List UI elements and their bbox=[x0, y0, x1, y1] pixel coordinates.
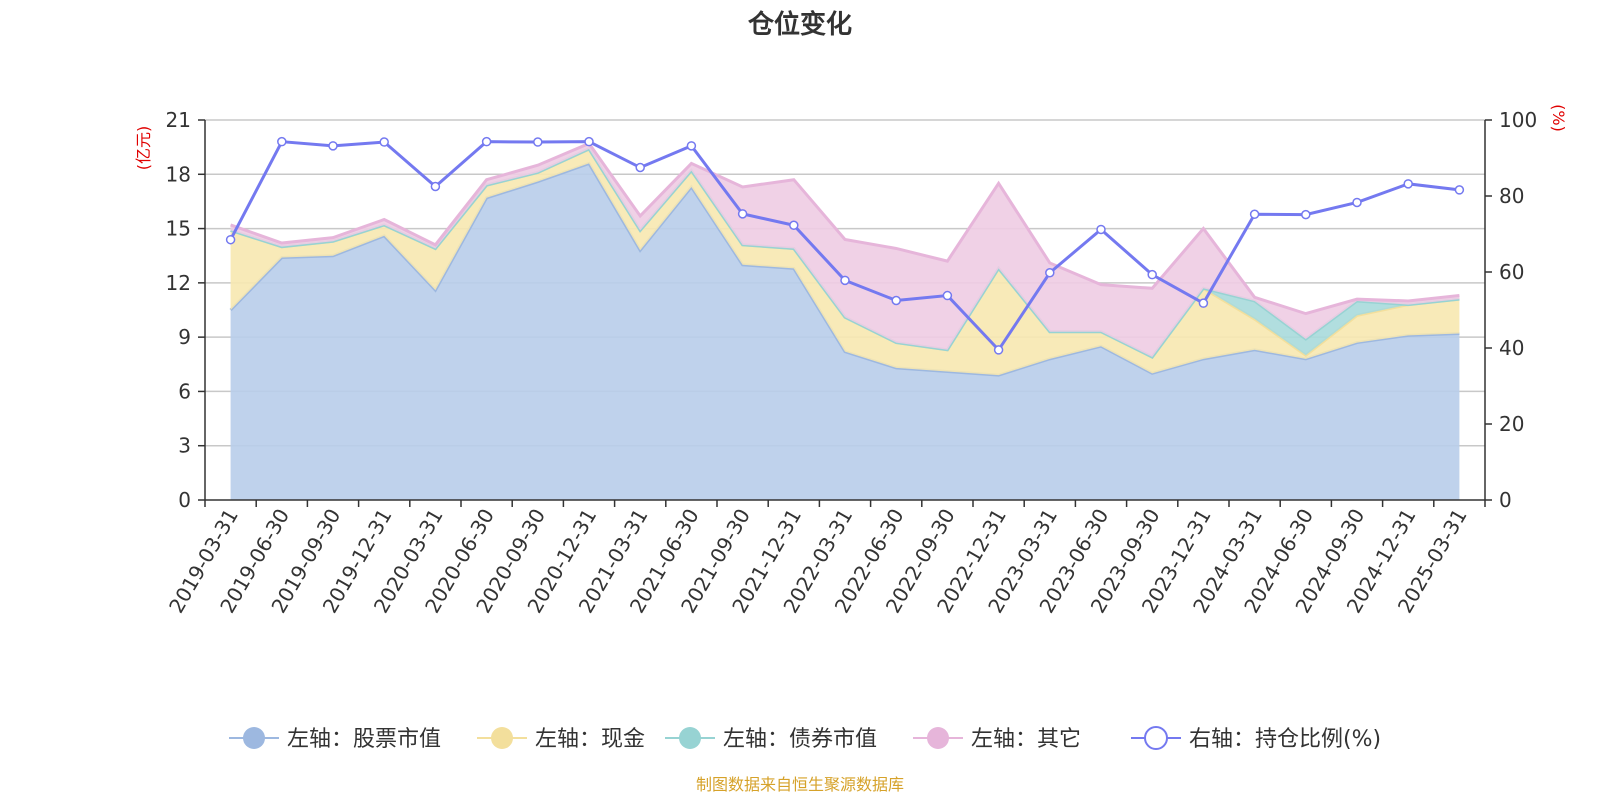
legend-item[interactable]: 左轴：债券市值 bbox=[665, 727, 877, 752]
data-source-note: 制图数据来自恒生聚源数据库 bbox=[696, 775, 904, 794]
ratio-point[interactable] bbox=[993, 345, 1004, 355]
stacked-areas bbox=[229, 141, 1460, 500]
ratio-point[interactable] bbox=[1352, 197, 1362, 208]
ratio-point[interactable] bbox=[942, 290, 953, 301]
ratio-point[interactable] bbox=[277, 136, 287, 147]
ratio-point[interactable] bbox=[840, 275, 850, 286]
left-tick-label: 21 bbox=[166, 108, 191, 132]
ratio-point[interactable] bbox=[481, 136, 492, 147]
legend: 左轴：股票市值 左轴：现金 左轴：债券市值 左轴：其它 右轴：持仓比例(%) bbox=[229, 726, 1381, 752]
area-f3df9c bbox=[230, 148, 1460, 376]
legend-marker bbox=[491, 727, 513, 749]
area-e6b5da bbox=[230, 143, 1460, 358]
ratio-point[interactable] bbox=[737, 209, 748, 219]
ratio-point[interactable] bbox=[635, 162, 645, 173]
legend-label: 左轴：现金 bbox=[535, 727, 645, 752]
right-tick-label: 60 bbox=[1499, 260, 1524, 284]
legend-item[interactable]: 右轴：持仓比例(%) bbox=[1131, 726, 1381, 752]
ratio-point[interactable] bbox=[686, 141, 697, 151]
ratio-point[interactable] bbox=[1249, 209, 1260, 219]
area-top-line bbox=[230, 141, 1460, 316]
left-tick-label: 3 bbox=[178, 434, 191, 458]
left-tick-label: 9 bbox=[178, 325, 191, 349]
right-axis-unit: (%) bbox=[1549, 104, 1568, 132]
ratio-point[interactable] bbox=[789, 220, 799, 231]
ratio-point[interactable] bbox=[225, 234, 236, 245]
right-tick-label: 40 bbox=[1499, 336, 1524, 360]
ratio-point[interactable] bbox=[430, 181, 441, 192]
left-tick-label: 0 bbox=[178, 488, 191, 512]
ratio-point[interactable] bbox=[1096, 224, 1106, 235]
ratio-point[interactable] bbox=[584, 136, 594, 147]
ratio-point[interactable] bbox=[891, 295, 901, 306]
right-tick-label: 0 bbox=[1499, 488, 1512, 512]
right-tick-label: 80 bbox=[1499, 184, 1524, 208]
ratio-point[interactable] bbox=[533, 137, 543, 147]
legend-item[interactable]: 左轴：现金 bbox=[477, 727, 645, 752]
ratio-point[interactable] bbox=[1198, 298, 1209, 308]
left-axis-unit: (亿元) bbox=[134, 126, 153, 171]
ratio-point[interactable] bbox=[1147, 269, 1157, 280]
legend-label: 左轴：股票市值 bbox=[287, 727, 441, 752]
ratio-point[interactable] bbox=[1045, 268, 1055, 278]
legend-marker bbox=[243, 727, 265, 749]
left-tick-label: 6 bbox=[178, 379, 191, 403]
legend-label: 左轴：其它 bbox=[971, 727, 1081, 752]
left-tick-label: 12 bbox=[166, 271, 191, 295]
ratio-point[interactable] bbox=[379, 137, 389, 147]
area-9db8e0 bbox=[230, 163, 1460, 500]
legend-item[interactable]: 左轴：其它 bbox=[913, 727, 1081, 752]
left-tick-label: 18 bbox=[166, 162, 191, 186]
legend-label: 右轴：持仓比例(%) bbox=[1189, 727, 1381, 752]
right-tick-label: 20 bbox=[1499, 412, 1524, 436]
legend-marker bbox=[1144, 726, 1168, 750]
ratio-point[interactable] bbox=[328, 141, 338, 151]
left-tick-label: 15 bbox=[166, 217, 191, 241]
ratio-point[interactable] bbox=[1454, 185, 1465, 195]
legend-item[interactable]: 左轴：股票市值 bbox=[229, 727, 441, 752]
ratio-line bbox=[225, 136, 1465, 355]
chart-title: 仓位变化 bbox=[747, 9, 852, 40]
right-tick-label: 100 bbox=[1499, 108, 1537, 132]
ratio-point[interactable] bbox=[1301, 209, 1311, 220]
ratio-point[interactable] bbox=[1403, 179, 1413, 189]
legend-marker bbox=[927, 727, 949, 749]
legend-label: 左轴：债券市值 bbox=[723, 727, 877, 752]
legend-marker bbox=[679, 727, 701, 749]
